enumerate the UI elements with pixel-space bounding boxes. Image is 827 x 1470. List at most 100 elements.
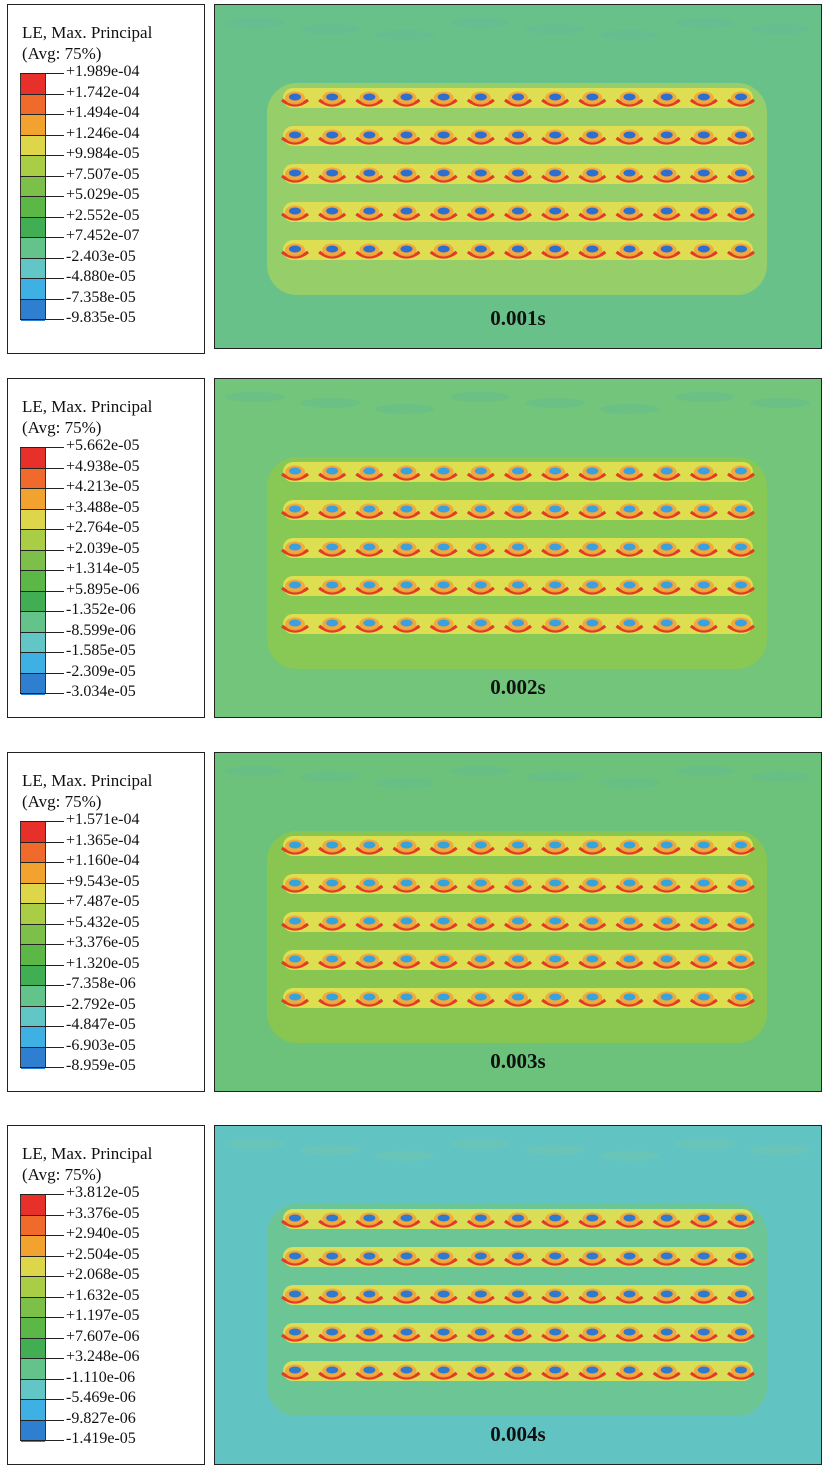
hole [363,955,376,963]
hole [289,131,301,139]
hole [660,581,673,589]
stress-crescent [318,510,347,519]
hole [623,169,636,177]
hole [289,169,301,177]
colorbar-segment [21,1047,45,1069]
hole [697,581,710,589]
hole [400,879,413,887]
legend-title-line1: LE, Max. Principal [22,771,153,790]
stress-crescent [727,174,755,183]
stress-crescent [578,510,607,519]
stress-crescent [541,1219,570,1228]
hole [474,505,487,513]
colorbar-segment [21,468,45,490]
hole [326,207,339,215]
stress-crescent [392,998,421,1007]
stress-crescent [466,960,495,969]
stress-crescent [652,960,681,969]
hole [400,955,413,963]
colorbar-tick [20,693,64,694]
stress-crescent [727,136,755,145]
hole [289,505,301,513]
colorbar-segment [21,904,45,925]
noise-patch [600,404,660,414]
colorbar-tick [20,447,64,448]
stress-crescent [541,98,570,107]
hole [289,879,301,887]
hole [363,993,376,1001]
colorbar-segment [21,299,45,321]
stress-crescent [355,624,384,633]
stress-crescent [578,1257,607,1266]
hole [437,619,450,627]
stress-crescent [504,586,532,595]
hole [400,581,413,589]
colorbar-tick [20,923,64,925]
hole [660,169,673,177]
hole [326,543,339,551]
hole [512,131,524,139]
hole [512,1214,524,1222]
hole [586,993,599,1001]
hole [735,993,747,1001]
stress-crescent [429,1371,458,1380]
hole [549,1252,562,1260]
hole [586,1214,599,1222]
hole [474,879,487,887]
stress-crescent [429,1295,458,1304]
stress-crescent [615,960,644,969]
stress-crescent [652,1257,681,1266]
hole [437,93,450,101]
stress-crescent [615,846,644,855]
stress-crescent [318,472,347,481]
stress-crescent [727,1333,755,1342]
stress-crescent [281,98,309,107]
colorbar-tick [20,903,64,904]
noise-patch [300,772,360,782]
colorbar-tick [20,590,64,592]
stress-crescent [318,960,347,969]
colorbar-tick [20,1194,64,1195]
hole [735,581,747,589]
colorbar-label: +5.029e-05 [66,186,140,203]
stress-crescent [652,1219,681,1228]
stress-crescent [541,174,570,183]
colorbar-label: +2.504e-05 [66,1245,140,1263]
hole [697,993,710,1001]
colorbar-label: -8.959e-05 [66,1057,136,1074]
hole [623,543,636,551]
hole [363,207,376,215]
stress-crescent [727,586,755,595]
colorbar-label: +3.376e-05 [66,934,140,951]
stress-crescent [504,998,532,1007]
hole [289,993,301,1001]
stress-crescent [392,212,421,221]
colorbar-segment [21,1297,45,1319]
stress-crescent [281,960,309,969]
hole [363,1366,376,1374]
hole [289,93,301,101]
colorbar-label: +9.984e-05 [66,145,140,162]
stress-crescent [504,472,532,481]
stress-crescent [504,174,532,183]
colorbar-label: -1.110e-06 [66,1368,136,1386]
colorbar-segment [21,673,45,695]
colorbar-tick [20,257,64,259]
hole [586,543,599,551]
hole [400,245,413,253]
legend-box: LE, Max. Principal (Avg: 75%) +1.571e-04 +1… [7,752,205,1092]
noise-patch [750,772,810,782]
colorbar-label: +2.039e-05 [66,539,140,557]
stress-crescent [578,922,607,931]
hole [586,1252,599,1260]
stress-crescent [652,510,681,519]
hole [326,1328,339,1336]
stress-crescent [652,1333,681,1342]
hole [660,1328,673,1336]
colorbar-label: -1.419e-05 [66,1430,136,1447]
colorbar-label: +5.895e-06 [66,580,140,598]
colorbar-segment [21,863,45,884]
hole [437,955,450,963]
colorbar-tick [20,821,64,822]
contour-plot-panel: 0.003s [214,752,822,1092]
